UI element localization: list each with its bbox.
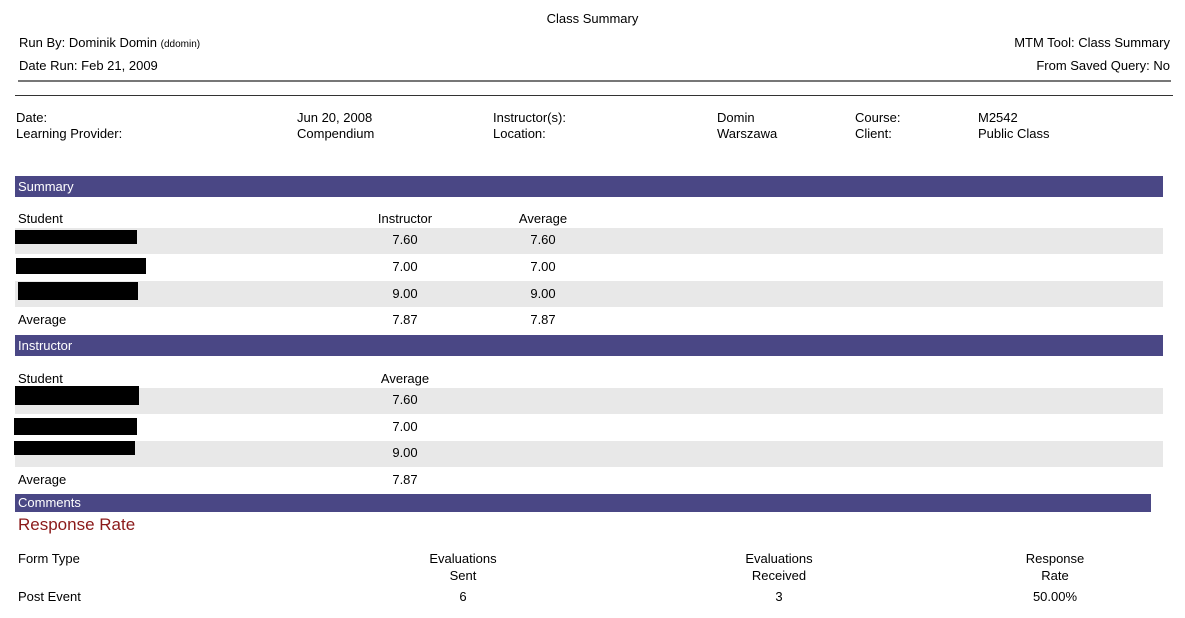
info-instructors-value: Domin — [717, 110, 755, 125]
summary-col-instructor: Instructor — [377, 211, 433, 226]
info-provider-value: Compendium — [297, 126, 375, 141]
instructor-row-average: 7.60 — [392, 392, 418, 407]
summary-average-average: 7.87 — [530, 312, 556, 327]
redacted-student-name — [18, 282, 138, 300]
instructor-row-average: 7.00 — [392, 419, 418, 434]
summary-average-label: Average — [18, 312, 67, 327]
info-provider-label: Learning Provider: — [16, 126, 123, 141]
info-date-label: Date: — [16, 110, 48, 125]
instructor-col-student: Student — [18, 371, 63, 386]
rr-col-form-type: Form Type — [18, 551, 80, 566]
redacted-student-name — [14, 441, 135, 455]
saved-query-value: No — [1153, 58, 1170, 73]
comments-band: Comments — [15, 494, 1151, 512]
info-course-label: Course: — [855, 110, 901, 125]
summary-row-average: 7.00 — [530, 259, 556, 274]
summary-row-stripe — [15, 281, 1163, 307]
header-divider-thin — [15, 95, 1173, 96]
rr-col-sent: Evaluations Sent — [403, 551, 523, 583]
rr-col-received: Evaluations Received — [719, 551, 839, 583]
date-run-label: Date Run: — [19, 58, 78, 73]
header-divider-thick — [18, 80, 1171, 82]
summary-row-stripe — [15, 228, 1163, 254]
mtm-tool-value: Class Summary — [1078, 35, 1170, 50]
mtm-tool: MTM Tool: Class Summary — [1014, 35, 1170, 50]
summary-row-average: 7.60 — [530, 232, 556, 247]
date-run-value: Feb 21, 2009 — [81, 58, 158, 73]
rr-row-sent: 6 — [459, 589, 467, 604]
rr-col-rate-line1: Response — [1025, 551, 1085, 566]
mtm-tool-label: MTM Tool: — [1014, 35, 1075, 50]
run-by-label: Run By: — [19, 35, 66, 50]
summary-average-instructor: 7.87 — [392, 312, 418, 327]
rr-col-rate-line2: Rate — [1041, 568, 1069, 583]
rr-col-rate: Response Rate — [995, 551, 1115, 583]
summary-row-instructor: 9.00 — [392, 286, 418, 301]
rr-col-received-line2: Received — [751, 568, 807, 583]
summary-col-student: Student — [18, 211, 63, 226]
rr-row-rate: 50.00% — [1032, 589, 1078, 604]
redacted-student-name — [16, 258, 146, 274]
instructor-row-stripe — [15, 441, 1163, 467]
instructor-row-average: 9.00 — [392, 445, 418, 460]
run-by: Run By: Dominik Domin (ddomin) — [19, 35, 200, 52]
info-instructors-label: Instructor(s): — [493, 110, 566, 125]
info-client-value: Public Class — [978, 126, 1050, 141]
rr-row-form-type: Post Event — [18, 589, 81, 604]
summary-row-instructor: 7.60 — [392, 232, 418, 247]
date-run: Date Run: Feb 21, 2009 — [19, 58, 158, 73]
rr-row-received: 3 — [775, 589, 783, 604]
info-course-value: M2542 — [978, 110, 1018, 125]
saved-query-label: From Saved Query: — [1036, 58, 1150, 73]
redacted-student-name — [15, 386, 139, 405]
instructor-row-stripe — [15, 388, 1163, 414]
info-location-value: Warszawa — [717, 126, 778, 141]
info-location-label: Location: — [493, 126, 546, 141]
summary-band: Summary — [15, 176, 1163, 197]
instructor-col-average: Average — [380, 371, 430, 386]
summary-row-instructor: 7.00 — [392, 259, 418, 274]
redacted-student-name — [14, 418, 137, 435]
summary-col-average: Average — [518, 211, 568, 226]
report-title: Class Summary — [546, 11, 639, 26]
info-date-value: Jun 20, 2008 — [297, 110, 373, 125]
instructor-band: Instructor — [15, 335, 1163, 356]
info-client-label: Client: — [855, 126, 892, 141]
run-by-name: Dominik Domin — [68, 35, 158, 50]
rr-col-received-line1: Evaluations — [745, 551, 813, 566]
run-by-user: (ddomin) — [160, 39, 201, 50]
instructor-average-label: Average — [18, 472, 67, 487]
rr-col-sent-line2: Sent — [449, 568, 477, 583]
saved-query: From Saved Query: No — [1036, 58, 1170, 73]
instructor-average-average: 7.87 — [392, 472, 418, 487]
redacted-student-name — [15, 230, 137, 244]
response-rate-heading: Response Rate — [18, 515, 136, 534]
rr-col-sent-line1: Evaluations — [429, 551, 497, 566]
summary-row-average: 9.00 — [530, 286, 556, 301]
